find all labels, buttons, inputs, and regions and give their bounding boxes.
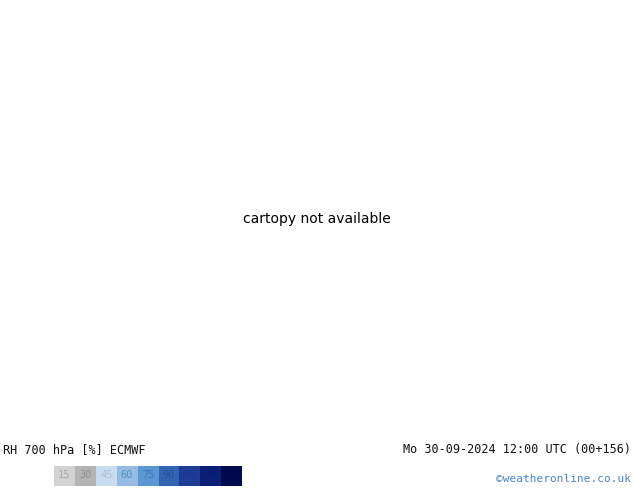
- Bar: [221, 466, 242, 486]
- Bar: [75, 466, 96, 486]
- Text: 75: 75: [142, 469, 154, 480]
- Text: 60: 60: [121, 469, 133, 480]
- Bar: [158, 466, 179, 486]
- Bar: [138, 466, 158, 486]
- Text: RH 700 hPa [%] ECMWF: RH 700 hPa [%] ECMWF: [3, 443, 146, 456]
- Text: 95: 95: [184, 469, 196, 480]
- Bar: [54, 466, 75, 486]
- Bar: [200, 466, 221, 486]
- Text: 45: 45: [100, 469, 112, 480]
- Text: 15: 15: [58, 469, 70, 480]
- Text: 30: 30: [79, 469, 91, 480]
- Text: Mo 30-09-2024 12:00 UTC (00+156): Mo 30-09-2024 12:00 UTC (00+156): [403, 443, 631, 456]
- Bar: [96, 466, 117, 486]
- Text: 100: 100: [223, 469, 241, 480]
- Text: ©weatheronline.co.uk: ©weatheronline.co.uk: [496, 474, 631, 484]
- Text: cartopy not available: cartopy not available: [243, 212, 391, 226]
- Text: 99: 99: [205, 469, 217, 480]
- Text: 90: 90: [163, 469, 175, 480]
- Bar: [117, 466, 138, 486]
- Bar: [179, 466, 200, 486]
